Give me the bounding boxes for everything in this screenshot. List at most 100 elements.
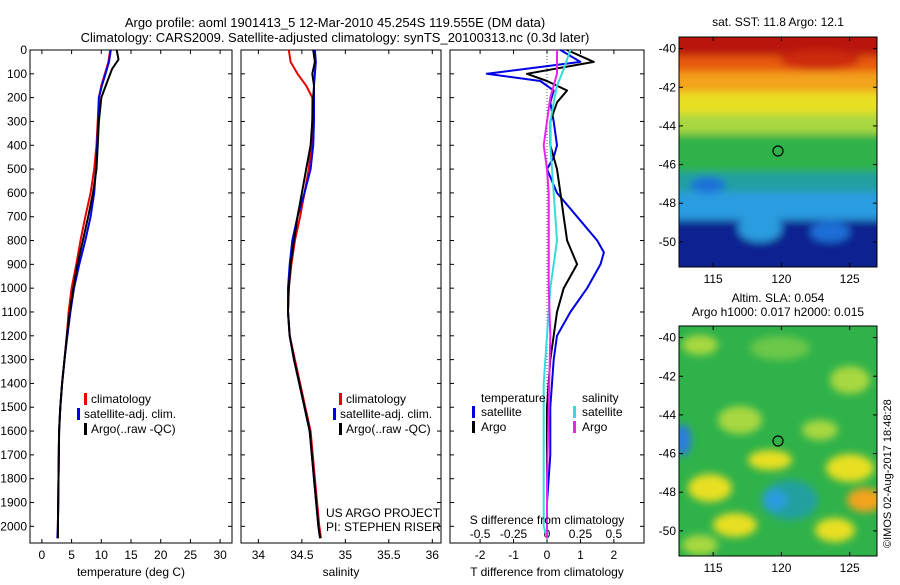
legend-label-climatology: climatology [346,392,406,406]
x-tick-label: 36 [426,548,440,562]
series-line-argo-raw-qc [287,49,322,539]
x-tick-label: 35.5 [377,548,401,562]
series-line-temperature-satellite [485,49,605,539]
credit-text: ©IMOS 02-Aug-2017 18:48:28 [882,399,894,548]
series-line-satellite-adj-clim [287,49,322,539]
map-y-tick-label: -50 [659,524,677,538]
map-x-tick-label: 115 [704,561,723,575]
x-tick-label: 10 [95,548,109,562]
legend-swatch-salinity-satellite [573,406,576,418]
legend-label-climatology: climatology [91,392,151,406]
x-tick-label: 34.5 [290,548,314,562]
series-line-climatology [56,49,112,539]
map-y-tick-label: -44 [659,119,677,133]
difference-xlabel-top: S difference from climatology [470,513,625,527]
y-tick-label: 1900 [0,496,27,510]
sst-heatmap [679,37,877,267]
x-tick-label: 15 [124,548,138,562]
map-y-tick-label: -40 [659,331,677,345]
x-tick-label: 1 [577,548,584,562]
y-tick-label: 1200 [0,329,27,343]
legend-swatch-satellite [77,408,80,420]
map-y-tick-label: -42 [659,80,677,94]
x-tick-label-top: 0.25 [569,527,593,541]
temperature-axes: 0100200300400500600700800900100011001200… [0,43,232,562]
temperature-panel-frame [29,49,233,544]
legend-group-salinity: salinity [582,391,619,405]
legend-label-temperature-satellite: satellite [481,405,522,419]
series-line-climatology [287,49,322,539]
map-x-tick-label: 125 [840,561,860,575]
salinity-panel-frame [240,49,442,544]
title-line-1: Argo profile: aoml 1901413_5 12-Mar-2010… [125,15,545,30]
x-tick-label: 2 [611,548,618,562]
project-label: US ARGO PROJECT [326,506,441,520]
y-tick-label: 400 [7,138,27,152]
map-y-tick-label: -46 [659,447,677,461]
y-tick-label: 800 [7,234,27,248]
map-y-tick-label: -46 [659,158,677,172]
y-tick-label: 500 [7,162,27,176]
legend-label-argo: Argo(..raw -QC) [91,422,176,436]
legend-label-salinity-satellite: satellite [582,405,623,419]
salinity-series [287,49,322,539]
legend-label-temperature-argo: Argo [481,420,507,434]
legend-group-temperature: temperature [481,391,546,405]
x-tick-label: 5 [68,548,75,562]
map-y-tick-label: -50 [659,235,677,249]
difference-legend: temperature salinity satellite Argo sate… [472,391,623,434]
map-x-tick-label: 125 [840,272,860,286]
series-line-salinity-satellite [542,49,572,539]
map-y-tick-label: -48 [659,196,677,210]
y-tick-label: 1700 [0,448,27,462]
legend-swatch-satellite [333,408,336,420]
y-tick-label: 1800 [0,472,27,486]
y-tick-label: 1600 [0,424,27,438]
temperature-xlabel: temperature (deg C) [77,565,185,579]
legend-swatch-temperature-satellite [472,406,475,418]
salinity-axes: 34 34.5 35 35.5 36 [241,49,441,562]
series-line-satellite-adj-clim [56,49,112,539]
x-tick-label: 20 [154,548,168,562]
series-line-argo-raw-qc [56,49,120,539]
map-y-tick-label: -48 [659,485,677,499]
x-tick-label-top: -0.25 [500,527,528,541]
x-tick-label-top: -0.5 [470,527,491,541]
y-tick-label: 600 [7,186,27,200]
legend-swatch-argo [339,423,342,435]
y-tick-label: 1400 [0,376,27,390]
y-tick-label: 1300 [0,353,27,367]
sla-map-frame [678,325,878,557]
map-y-tick-label: -40 [659,42,677,56]
sla-heatmap [679,326,877,556]
y-tick-label: 2000 [0,519,27,533]
y-tick-label: 100 [7,67,27,81]
y-tick-label: 700 [7,210,27,224]
sla-map-axes: -40 -42 -44 -46 -48 -50 115 120 125 [659,326,877,575]
map-x-tick-label: 115 [704,272,723,286]
y-tick-label: 1500 [0,400,27,414]
sla-argo-marker [772,435,784,447]
x-tick-label: 0 [39,548,46,562]
sst-map-title: sat. SST: 11.8 Argo: 12.1 [712,15,844,29]
difference-series [485,49,605,539]
legend-swatch-argo [84,423,87,435]
sst-map-axes: -40 -42 -44 -46 -48 -50 115 120 125 [659,37,877,286]
sst-map-frame [678,36,878,268]
salinity-legend: climatology satellite-adj. clim. Argo(..… [333,392,432,436]
temperature-series [56,49,120,539]
map-y-tick-label: -44 [659,408,677,422]
x-tick-label-top: 0.5 [606,527,623,541]
map-y-tick-label: -42 [659,369,677,383]
y-tick-label: 1100 [1,305,27,319]
series-line-salinity-argo [542,50,558,539]
x-tick-label: 35 [339,548,353,562]
sst-argo-marker [772,145,784,157]
legend-swatch-climatology [339,393,342,405]
legend-swatch-salinity-argo [573,421,576,433]
sla-map-title: Altim. SLA: 0.054 [732,291,825,305]
sla-map-subtitle: Argo h1000: 0.017 h2000: 0.015 [692,305,864,319]
pi-label: PI: STEPHEN RISER [326,520,441,534]
